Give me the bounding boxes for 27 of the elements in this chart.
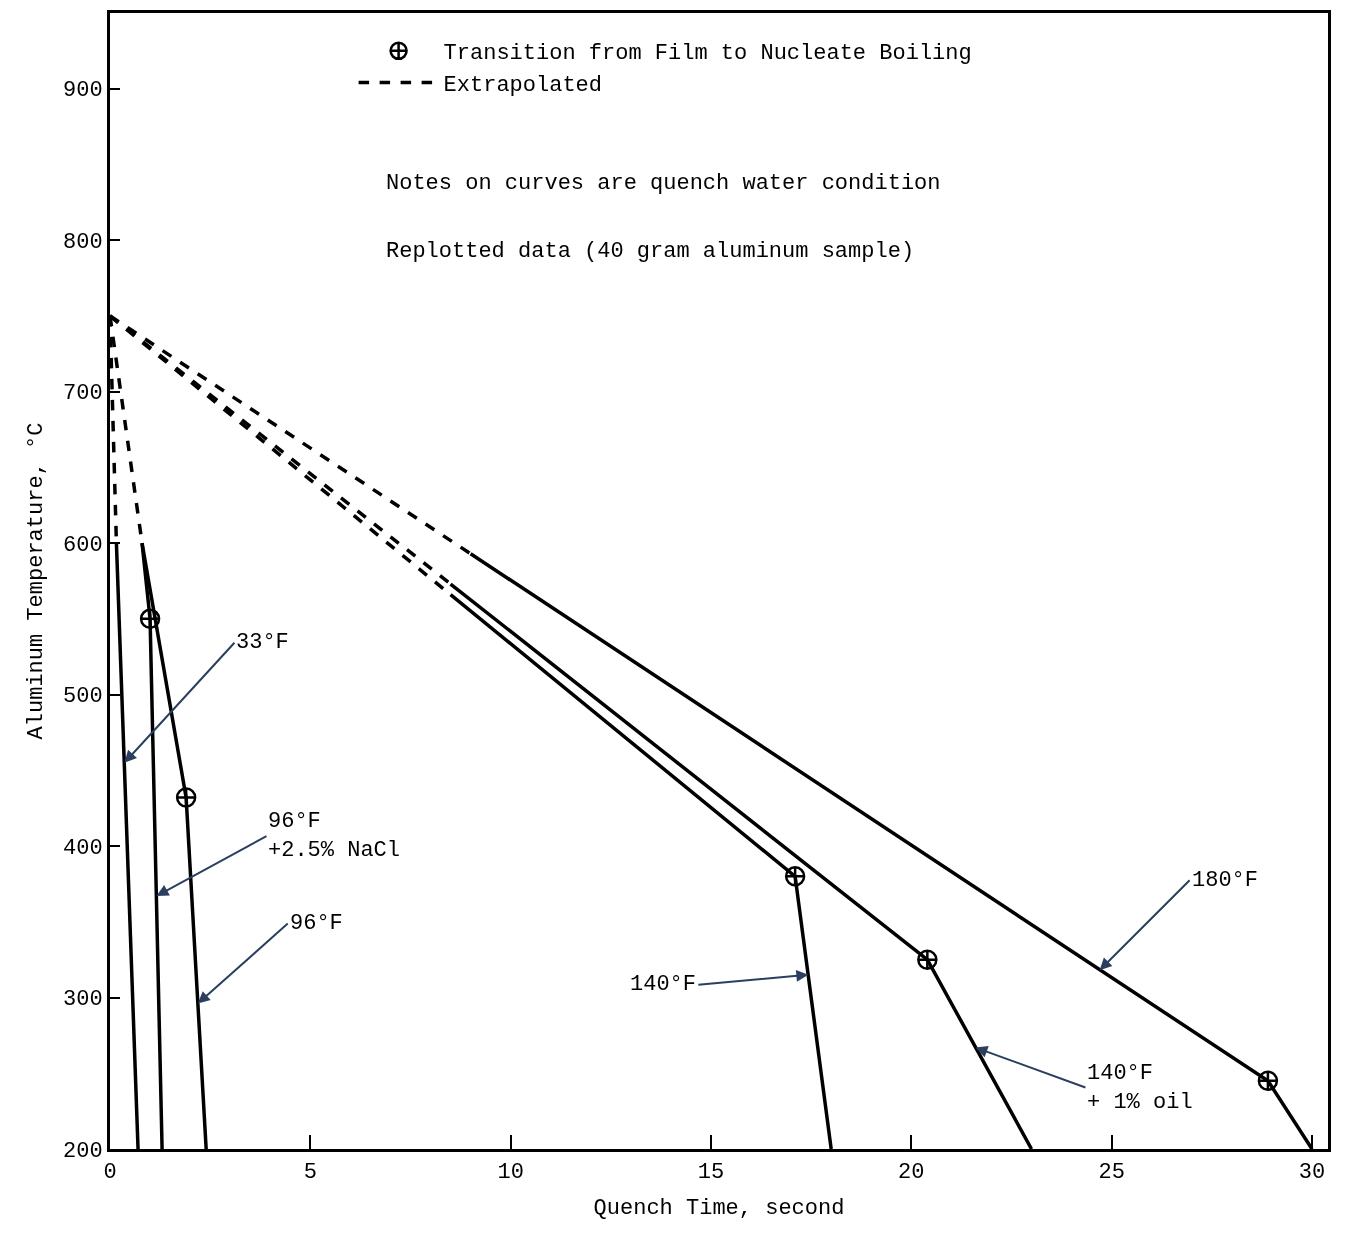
annotation: Replotted data (40 gram aluminum sample) bbox=[386, 239, 915, 264]
annotation: 180°F bbox=[1192, 868, 1259, 893]
x-tick-label: 5 bbox=[303, 1160, 317, 1186]
annotation: 33°F bbox=[236, 630, 289, 655]
x-tick-label: 25 bbox=[1098, 1160, 1125, 1186]
x-tick-label: 20 bbox=[898, 1160, 925, 1186]
x-tick-label: 0 bbox=[103, 1160, 117, 1186]
y-tick-label: 600 bbox=[62, 532, 103, 558]
x-axis-title: Quench Time, second bbox=[593, 1196, 845, 1222]
y-tick-label: 200 bbox=[62, 1138, 103, 1164]
y-tick-label: 700 bbox=[62, 381, 103, 407]
x-tick-label: 10 bbox=[497, 1160, 524, 1186]
annotation: Notes on curves are quench water condition bbox=[386, 171, 941, 196]
annotation: 96°F bbox=[290, 911, 343, 936]
annotation: 96°F +2.5% NaCl bbox=[268, 809, 401, 863]
y-axis-title: Aluminum Temperature, °C bbox=[23, 422, 49, 740]
y-tick-label: 900 bbox=[62, 78, 103, 104]
y-tick-label: 800 bbox=[62, 229, 103, 255]
y-tick-label: 300 bbox=[62, 987, 103, 1013]
legend-label: Extrapolated bbox=[443, 73, 603, 99]
y-tick-label: 500 bbox=[62, 684, 103, 710]
annotation: 140°F bbox=[630, 972, 697, 997]
x-tick-label: 15 bbox=[697, 1160, 725, 1186]
legend-label: Transition from Film to Nucleate Boiling bbox=[443, 41, 972, 67]
x-tick-label: 30 bbox=[1298, 1160, 1326, 1186]
annotation: 140°F + 1% oil bbox=[1087, 1061, 1193, 1115]
y-tick-label: 400 bbox=[62, 835, 103, 861]
